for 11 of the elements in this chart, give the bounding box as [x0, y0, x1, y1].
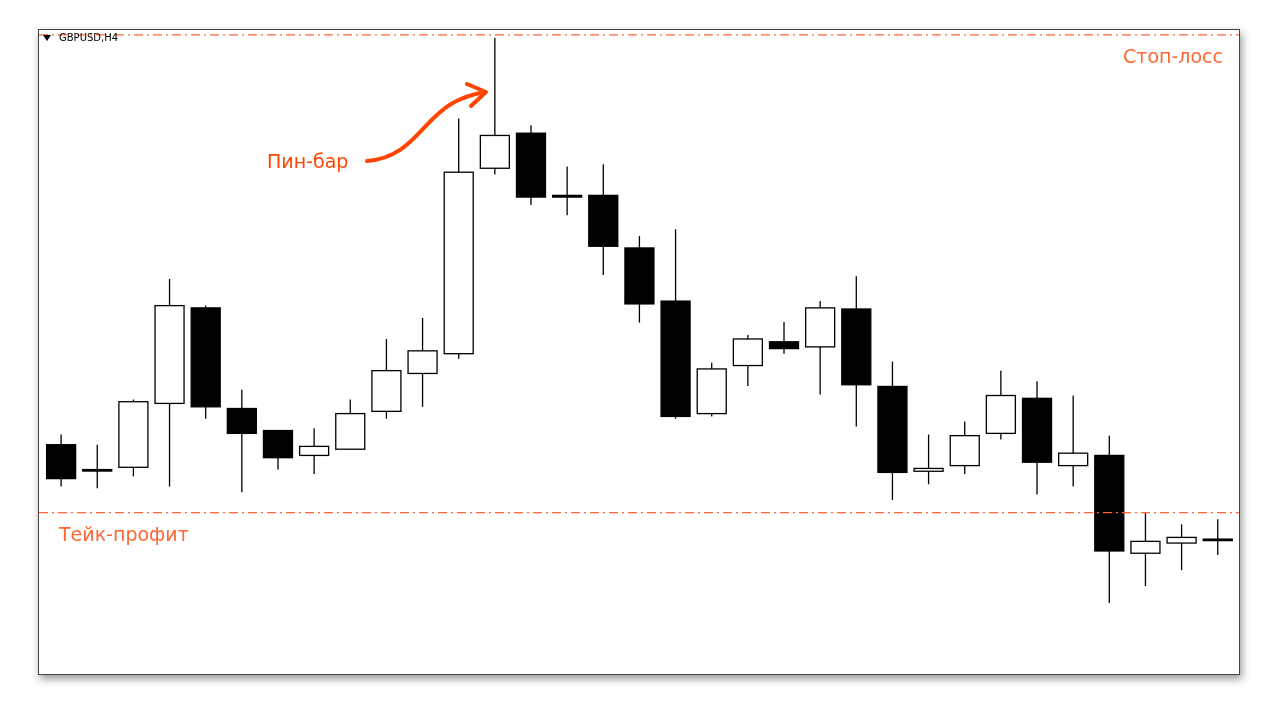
candlestick	[551, 165, 583, 216]
candlestick	[82, 444, 113, 489]
candlestick	[768, 321, 800, 355]
ref-line-label: Тейк-профит	[58, 522, 189, 545]
candlestick	[1202, 518, 1233, 556]
candlestick	[913, 433, 944, 485]
annotation: GBPUSD,H4	[59, 32, 119, 43]
ref-line-label: Стоп-лосс	[1123, 44, 1223, 67]
candlestick	[1058, 394, 1089, 488]
annotation: Пин-бар	[267, 150, 349, 172]
candlestick	[1166, 523, 1197, 571]
